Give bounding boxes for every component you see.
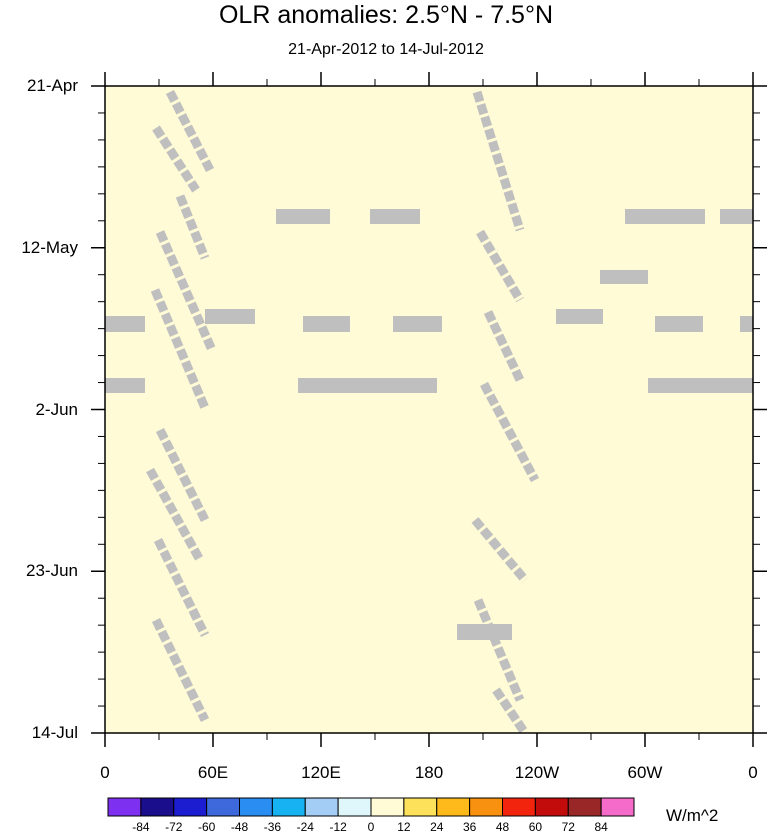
anomaly-field: [105, 86, 753, 733]
colorbar-swatch: [567, 797, 602, 817]
colorbar-tick-label: 72: [561, 820, 575, 834]
x-tick-label: 60W: [627, 763, 663, 782]
colorbar-swatch: [370, 797, 405, 817]
colorbar-swatch: [304, 797, 339, 817]
missing-data-streak: [151, 618, 210, 722]
missing-data-patch: [655, 316, 703, 332]
x-tick-label: 120E: [301, 763, 341, 782]
colorbar-tick-label: 0: [367, 820, 375, 834]
missing-data-streak: [155, 427, 210, 523]
missing-data-streak: [150, 288, 210, 410]
colorbar-tick-label: -60: [197, 820, 216, 834]
missing-data-streak: [492, 687, 529, 733]
missing-data-streak: [472, 90, 525, 232]
colorbar-swatch: [436, 797, 471, 817]
missing-data-streak: [155, 230, 217, 352]
colorbar-swatch: [403, 797, 438, 817]
colorbar-swatch: [600, 797, 635, 817]
field-layer: [105, 86, 753, 733]
y-tick-label: 23-Jun: [26, 561, 78, 581]
missing-data-streak: [476, 229, 524, 303]
colorbar-tick-label: 36: [462, 820, 477, 834]
missing-data-patch: [298, 378, 437, 393]
missing-data-patch: [600, 270, 648, 284]
missing-data-patch: [457, 624, 512, 640]
x-tick-label: 0: [100, 763, 110, 782]
colorbar-tick-label: -12: [329, 820, 347, 834]
missing-data-streak: [473, 598, 525, 702]
colorbar-tick-label: -48: [230, 820, 249, 834]
colorbar-swatch: [469, 797, 503, 817]
colorbar-swatch: [534, 797, 569, 817]
missing-data-streak: [152, 125, 200, 193]
colorbar-tick-label: 24: [430, 820, 444, 834]
missing-data-patch: [556, 309, 603, 324]
y-tick-label: 12-May: [21, 237, 78, 257]
missing-data-patch: [276, 209, 330, 224]
missing-data-streak: [153, 538, 210, 637]
colorbar-swatch: [239, 797, 273, 817]
colorbar-tick-label: -84: [132, 820, 150, 834]
missing-data-patch: [303, 316, 350, 332]
missing-data-patch: [205, 309, 255, 324]
colorbar-tick-label: -36: [263, 820, 282, 834]
colorbar-swatch: [173, 797, 208, 817]
missing-data-streak: [165, 89, 215, 173]
colorbar-tick-label: 84: [594, 820, 608, 834]
missing-data-streak: [480, 381, 539, 483]
colorbar-tick-label: 48: [495, 820, 510, 834]
colorbar-tick-label: 60: [528, 820, 543, 834]
missing-data-patch: [740, 316, 753, 332]
missing-data-patch: [105, 316, 145, 332]
colorbar-swatch: [206, 797, 240, 817]
missing-data-streak: [146, 467, 204, 563]
y-tick-label: 21-Apr: [26, 76, 78, 95]
x-tick-label: 180: [414, 763, 444, 782]
x-tick-label: 60E: [197, 763, 229, 782]
colorbar-units: W/m^2: [666, 806, 719, 825]
colorbar-swatch: [502, 797, 536, 817]
colorbar-swatch: [140, 797, 175, 817]
y-tick-label: 2-Jun: [35, 399, 78, 419]
colorbar-tick-label: -72: [165, 820, 183, 834]
colorbar-swatch: [337, 797, 372, 817]
missing-data-patch: [393, 316, 442, 332]
colorbar-tick-label: -24: [296, 820, 314, 834]
colorbar-tick-label: 12: [397, 820, 411, 834]
missing-data-patch: [370, 209, 420, 224]
x-tick-label: 120W: [514, 763, 560, 782]
missing-data-patch: [720, 209, 753, 224]
chart-title: OLR anomalies: 2.5°N - 7.5°N: [218, 1, 554, 29]
missing-data-streak: [471, 517, 529, 583]
missing-data-patch: [648, 378, 753, 393]
colorbar-swatch: [271, 797, 306, 817]
colorbar: [107, 797, 635, 817]
y-tick-label: 14-Jul: [31, 723, 78, 742]
missing-data-streak: [175, 194, 210, 260]
x-tick-label: 0: [748, 763, 758, 782]
colorbar-swatch: [107, 797, 142, 817]
missing-data-patch: [625, 209, 705, 224]
chart-subtitle: 21-Apr-2012 to 14-Jul-2012: [288, 41, 484, 58]
plot-frame: [91, 72, 767, 747]
missing-data-patch: [105, 378, 145, 393]
